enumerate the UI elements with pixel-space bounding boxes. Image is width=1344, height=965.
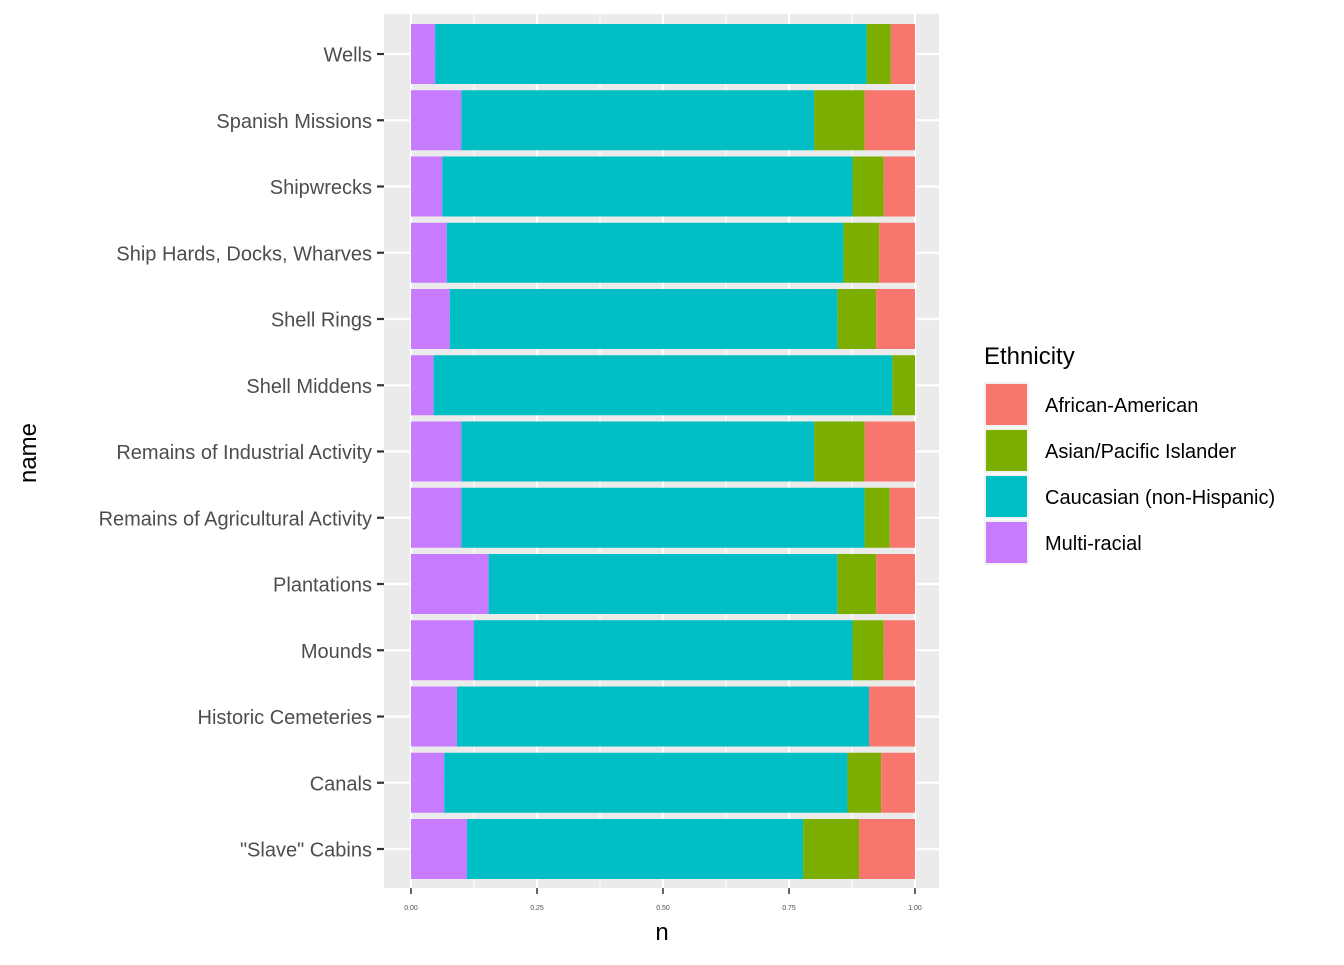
bar-segment xyxy=(852,620,884,681)
bar-segment xyxy=(435,24,867,84)
bar-segment xyxy=(883,620,915,681)
bar-segment xyxy=(876,554,915,614)
bar-segment xyxy=(814,421,865,482)
bar-segment xyxy=(411,819,467,879)
legend-swatch xyxy=(986,430,1027,471)
bar-segment xyxy=(411,686,457,747)
y-tick-label: Remains of Agricultural Activity xyxy=(99,508,372,530)
bar-segment xyxy=(411,487,462,548)
x-tick-label: 0.75 xyxy=(782,905,796,912)
bar-segment xyxy=(461,487,865,548)
y-tick-label: Shipwrecks xyxy=(270,177,372,199)
legend-swatch xyxy=(986,522,1027,563)
bar-segment xyxy=(411,289,450,349)
y-tick-label: Historic Cemeteries xyxy=(198,707,372,729)
bar-segment xyxy=(843,222,880,283)
bar-segment xyxy=(852,156,884,217)
x-tick-label: 0.50 xyxy=(656,905,670,912)
bar-segment xyxy=(864,487,890,548)
bar-segment xyxy=(411,24,436,84)
bar-segment xyxy=(890,24,915,84)
y-tick-label: Canals xyxy=(310,773,372,795)
bar-segment xyxy=(456,686,870,747)
legend-swatch xyxy=(986,476,1027,517)
x-tick-label: 0.25 xyxy=(530,905,544,912)
y-tick-label: Wells xyxy=(323,45,372,67)
y-tick-label: Ship Hards, Docks, Wharves xyxy=(116,243,372,265)
bar-segment xyxy=(864,90,915,151)
bar-segment xyxy=(446,222,844,283)
x-tick-label: 0.00 xyxy=(404,905,418,912)
bar-segment xyxy=(411,355,434,416)
bar-segment xyxy=(859,819,915,879)
bar-segment xyxy=(889,487,915,548)
y-tick-label: Remains of Industrial Activity xyxy=(116,442,372,464)
legend-swatch xyxy=(986,384,1027,425)
bar-segment xyxy=(411,554,489,614)
bar-segment xyxy=(837,554,877,614)
bar-segment xyxy=(411,620,474,681)
y-tick-label: "Slave" Cabins xyxy=(240,840,372,862)
bar-segment xyxy=(892,355,915,416)
bar-segment xyxy=(411,421,462,482)
bar-segment xyxy=(876,289,915,349)
legend-title: Ethnicity xyxy=(984,343,1075,370)
legend: African-American Asian/Pacific Islander Ca… xyxy=(984,382,1275,565)
bar-segment xyxy=(803,819,860,879)
bar-segment xyxy=(879,222,915,283)
bar-segment xyxy=(411,156,443,217)
legend-label: Caucasian (non-Hispanic) xyxy=(1045,487,1275,509)
bar-segment xyxy=(461,90,815,151)
bar-segment xyxy=(488,554,838,614)
legend-label: Asian/Pacific Islander xyxy=(1045,441,1237,463)
y-tick-label: Shell Middens xyxy=(246,376,372,398)
bar-segment xyxy=(442,156,853,217)
y-tick-label: Shell Rings xyxy=(271,310,372,332)
bar-segment xyxy=(444,752,848,813)
x-tick-label: 1.00 xyxy=(908,905,922,912)
legend-label: Multi-racial xyxy=(1045,533,1142,555)
bar-segment xyxy=(411,752,445,813)
bar-segment xyxy=(869,686,915,747)
bar-segment xyxy=(837,289,877,349)
bar-segment xyxy=(466,819,804,879)
bar-segment xyxy=(881,752,915,813)
y-tick-label: Spanish Missions xyxy=(216,111,372,133)
bar-segment xyxy=(847,752,882,813)
bar-segment xyxy=(461,421,815,482)
bar-segment xyxy=(814,90,865,151)
legend-label: African-American xyxy=(1045,395,1198,417)
x-axis-title: n xyxy=(655,919,668,946)
y-tick-label: Mounds xyxy=(301,641,372,663)
bar-segment xyxy=(433,355,893,416)
bar-segment xyxy=(864,421,915,482)
bar-segment xyxy=(474,620,853,681)
bar-segment xyxy=(883,156,915,217)
bar-segment xyxy=(449,289,838,349)
bar-segment xyxy=(866,24,891,84)
y-tick-label: Plantations xyxy=(273,575,372,597)
bar-segment xyxy=(411,222,447,283)
y-axis-title: name xyxy=(15,423,42,483)
bar-segment xyxy=(411,90,462,151)
